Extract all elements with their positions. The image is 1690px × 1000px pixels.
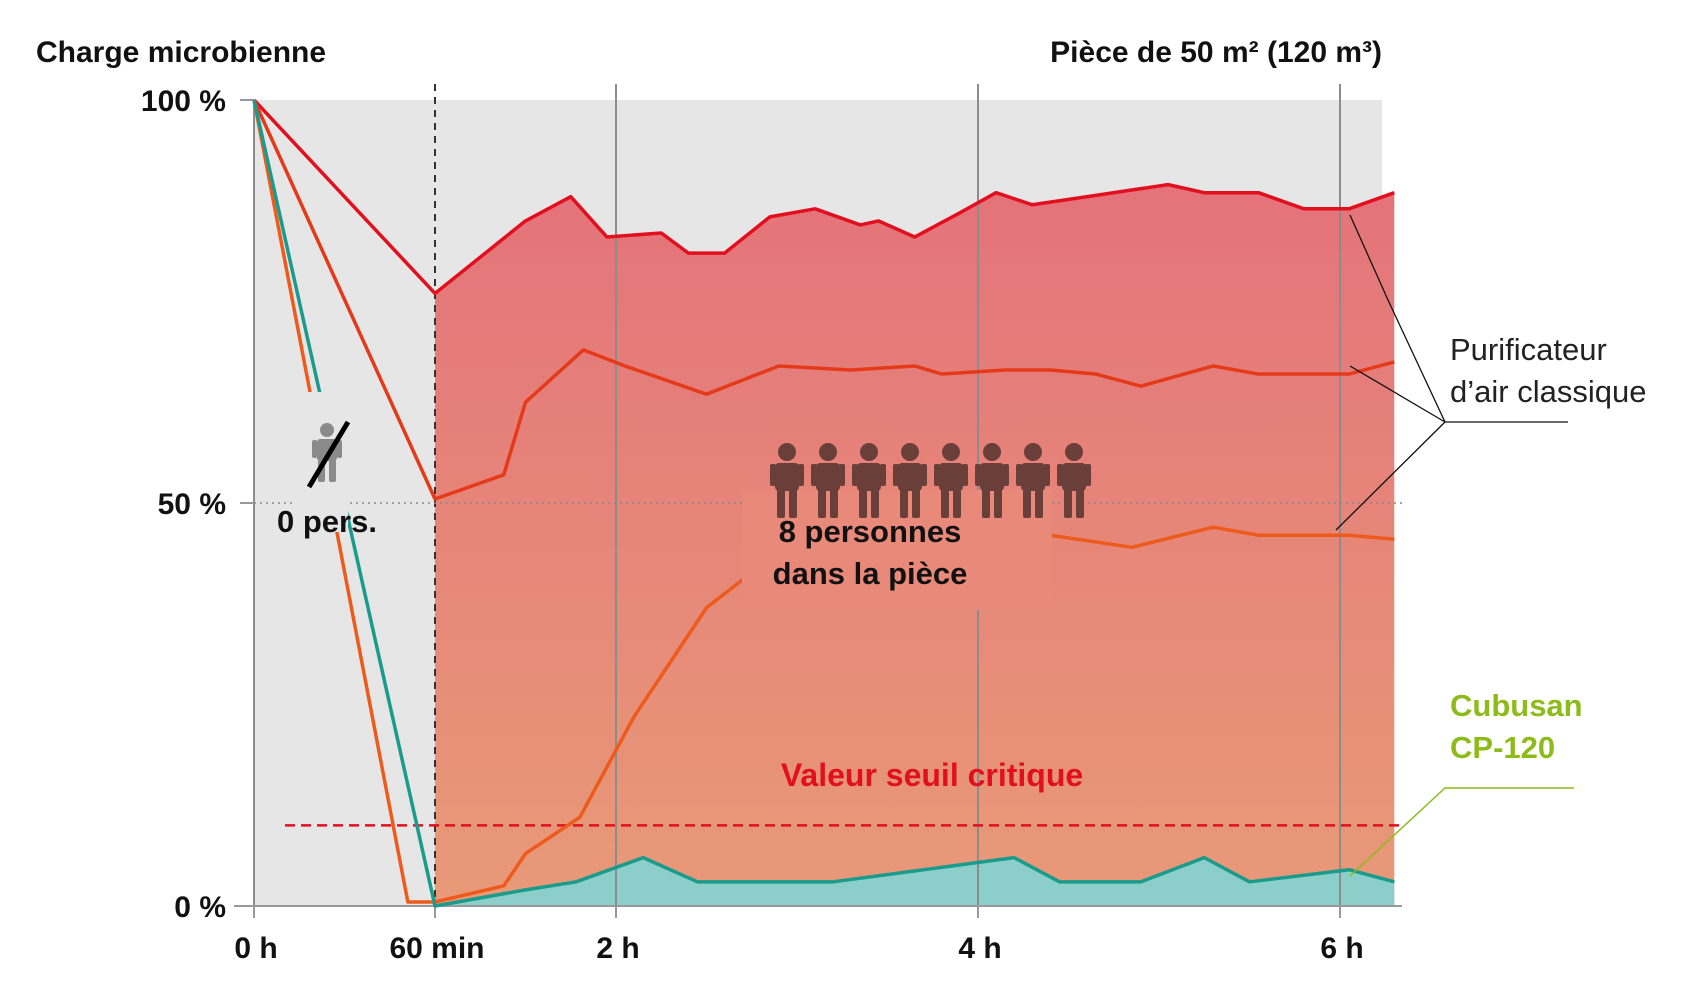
legend-classic-line2: d’air classique (1450, 374, 1646, 409)
y-tick-label: 100 % (141, 85, 226, 118)
legend-classic: Purificateur d’air classique (1335, 214, 1646, 531)
cubusan-area-fill (435, 857, 1395, 906)
person-icon (811, 443, 845, 518)
x-tick-label: 6 h (1320, 932, 1363, 965)
legend-cubusan-line2: CP-120 (1450, 730, 1555, 765)
y-tick-label: 0 % (174, 891, 226, 924)
people-icons (770, 443, 1091, 518)
occupancy-label-line2: dans la pièce (773, 556, 968, 591)
threshold-label: Valeur seuil critique (781, 757, 1083, 793)
x-axis-tick-labels: 0 h 60 min 2 h 4 h 6 h (234, 932, 1363, 965)
occupancy-label-line1: 8 personnes (779, 514, 962, 549)
x-tick-label: 4 h (958, 932, 1001, 965)
series-line-classic (252, 99, 1395, 501)
person-icon (934, 443, 968, 518)
strike-through-mark (306, 420, 351, 489)
x-tick-label: 60 min (389, 932, 484, 965)
legend-cubusan-leader-line (1349, 787, 1574, 877)
legend-classic-line1: Purificateur (1450, 332, 1607, 367)
leader-to-line-3 (1335, 421, 1446, 531)
x-tick-label: 0 h (234, 932, 277, 965)
x-tick-label: 2 h (596, 932, 639, 965)
person-icon (770, 443, 804, 518)
x-axis-ticks (240, 99, 1341, 918)
empty-room-label: 0 pers. (277, 504, 377, 539)
person-icon (1057, 443, 1091, 518)
legend-cubusan-line1: Cubusan (1450, 688, 1583, 723)
chart-subtitle: Pièce de 50 m² (120 m³) (1050, 36, 1382, 69)
chart-title: Charge microbienne (36, 36, 326, 69)
person-icon (975, 443, 1009, 518)
series-line-classic (252, 98, 1395, 296)
series-lines (252, 98, 1395, 908)
leader-to-line-1 (1349, 214, 1446, 423)
legend-cubusan: Cubusan CP-120 (1349, 688, 1583, 877)
legend-gap-occupancy (742, 490, 1052, 610)
leader-to-line-2 (1349, 365, 1446, 423)
y-axis-tick-labels: 100 % 50 % 0 % (141, 85, 226, 924)
person-icon (1016, 443, 1050, 518)
y-tick-label: 50 % (158, 488, 226, 521)
series-line-cubusan (252, 99, 1395, 908)
person-icon (893, 443, 927, 518)
series-line-classic (252, 99, 1395, 904)
person-icon (852, 443, 886, 518)
